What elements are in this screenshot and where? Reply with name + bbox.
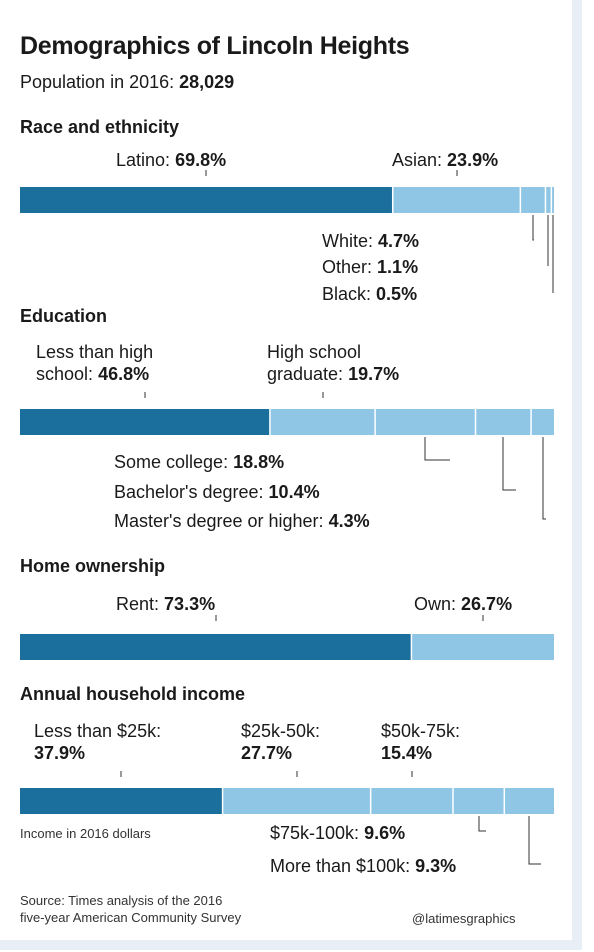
bar-segment xyxy=(20,409,270,435)
label-asian: Asian: 23.9% xyxy=(392,150,499,170)
leader-line xyxy=(478,816,486,832)
bar-segment xyxy=(520,187,546,213)
label-some-college: Some college: 18.8% xyxy=(114,452,285,472)
label-less-than-25k: Less than $25k: 37.9% xyxy=(34,721,162,763)
source-note: Source: Times analysis of the 2016 five-y… xyxy=(20,893,242,925)
label-high-school-graduate: High school graduate: 19.7% xyxy=(267,342,400,384)
page-title: Demographics of Lincoln Heights xyxy=(20,32,410,60)
bar-segment xyxy=(504,788,554,814)
label-less-than-high-school: Less than high school: 46.8% xyxy=(36,342,154,384)
bar-segment xyxy=(269,409,376,435)
population-label: Population in 2016: xyxy=(20,72,175,92)
label-white: White: 4.7% xyxy=(322,231,420,251)
label-75k-100k: $75k-100k: 9.6% xyxy=(270,823,406,843)
leader-line xyxy=(542,437,546,520)
bar-segment xyxy=(222,788,371,814)
label-bachelors: Bachelor's degree: 10.4% xyxy=(114,482,320,502)
label-rent: Rent: 73.3% xyxy=(116,594,216,614)
bar-segment xyxy=(370,788,453,814)
bar-segment xyxy=(411,634,554,660)
income-note: Income in 2016 dollars xyxy=(20,826,151,841)
label-more-than-100k: More than $100k: 9.3% xyxy=(270,856,457,876)
leader-line xyxy=(502,437,516,491)
bar-segment xyxy=(375,409,476,435)
label-latino: Latino: 69.8% xyxy=(116,150,227,170)
bar-segment xyxy=(545,187,552,213)
section-title-home: Home ownership xyxy=(20,556,166,576)
label-25k-50k: $25k-50k: 27.7% xyxy=(241,721,321,763)
bar-segment xyxy=(452,788,505,814)
population-value: 28,029 xyxy=(179,72,235,92)
bar-segment xyxy=(20,187,393,213)
leader-line xyxy=(528,816,541,865)
label-other: Other: 1.1% xyxy=(322,257,419,277)
bar-segment xyxy=(475,409,532,435)
bar-segment xyxy=(551,187,554,213)
label-own: Own: 26.7% xyxy=(414,594,513,614)
label-black: Black: 0.5% xyxy=(322,284,418,304)
section-title-income: Annual household income xyxy=(20,684,246,704)
credit: @latimesgraphics xyxy=(412,911,516,926)
section-title-race: Race and ethnicity xyxy=(20,117,180,137)
leader-line xyxy=(424,437,450,461)
leader-line xyxy=(532,215,534,241)
bar-segment xyxy=(392,187,521,213)
bar-segment xyxy=(531,409,554,435)
bar-segment xyxy=(20,634,412,660)
section-title-education: Education xyxy=(20,306,108,326)
population-line: Population in 2016: 28,029 xyxy=(20,72,234,93)
label-masters: Master's degree or higher: 4.3% xyxy=(114,511,370,531)
label-50k-75k: $50k-75k: 15.4% xyxy=(381,721,461,763)
bar-segment xyxy=(20,788,223,814)
